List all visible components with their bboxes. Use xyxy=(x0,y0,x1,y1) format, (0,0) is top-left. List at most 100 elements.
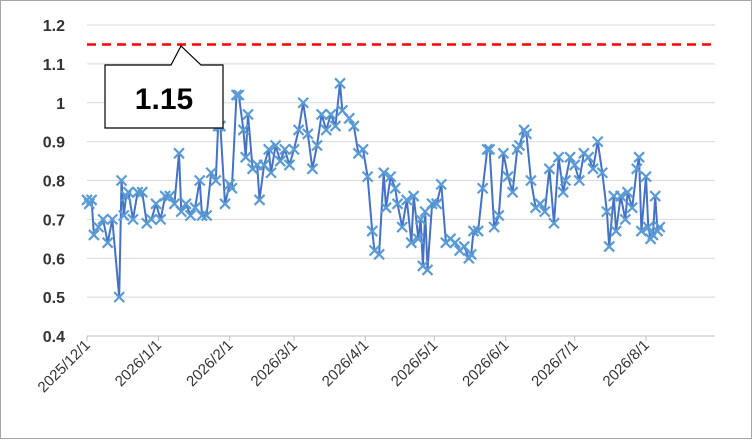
data-point xyxy=(242,108,254,121)
data-point xyxy=(292,124,305,136)
data-point xyxy=(237,124,250,136)
data-point xyxy=(640,170,652,183)
data-point xyxy=(265,166,277,179)
x-axis-tick-labels: 2025/12/1 2026/1/1 2026/2/1 2026/3/1 2026/4/… xyxy=(35,336,653,396)
data-point xyxy=(297,96,310,109)
data-point xyxy=(631,163,643,175)
x-tick-label: 2026/5/1 xyxy=(388,337,441,390)
x-tick-label: 2026/3/1 xyxy=(248,337,301,390)
data-point xyxy=(173,147,185,160)
data-point xyxy=(435,178,448,191)
y-tick-label: 1 xyxy=(56,96,65,113)
data-point xyxy=(384,170,397,183)
data-point xyxy=(596,166,609,179)
data-point xyxy=(200,209,213,222)
y-tick-label: 0.9 xyxy=(43,135,65,152)
data-point xyxy=(122,186,135,198)
data-point xyxy=(127,213,139,226)
y-tick-label: 0.5 xyxy=(43,290,65,307)
data-point xyxy=(481,143,494,156)
data-point xyxy=(564,151,576,163)
data-point xyxy=(472,225,484,237)
data-point xyxy=(196,209,208,222)
data-point xyxy=(587,163,599,175)
data-point xyxy=(483,143,496,156)
data-point xyxy=(568,159,581,171)
data-point xyxy=(253,194,266,206)
data-point xyxy=(377,166,390,179)
data-point xyxy=(534,198,546,210)
y-tick-label: 0.7 xyxy=(43,212,65,229)
data-point xyxy=(88,229,100,241)
data-point xyxy=(557,186,569,198)
data-point xyxy=(373,248,385,261)
reference-callout: 1.15 xyxy=(104,45,224,129)
data-point xyxy=(92,221,105,233)
data-point xyxy=(219,198,231,210)
data-point xyxy=(635,225,648,237)
data-point xyxy=(476,182,489,195)
data-point xyxy=(488,221,500,233)
data-point xyxy=(538,205,551,218)
y-tick-label: 0.4 xyxy=(43,329,65,346)
x-tick-label: 2026/8/1 xyxy=(600,337,653,390)
data-point xyxy=(269,139,282,152)
data-point xyxy=(85,194,98,206)
data-point xyxy=(343,112,356,125)
data-point xyxy=(136,186,148,198)
data-point xyxy=(633,151,645,163)
data-point xyxy=(325,108,337,121)
data-point xyxy=(426,198,438,210)
data-point xyxy=(492,209,505,222)
data-point xyxy=(311,139,323,152)
data-point xyxy=(226,182,238,195)
callout-box xyxy=(104,45,224,129)
data-point xyxy=(467,225,480,237)
data-point xyxy=(582,151,595,163)
data-point xyxy=(548,217,560,230)
data-point xyxy=(502,170,514,183)
data-point xyxy=(421,264,434,276)
data-point xyxy=(649,190,661,202)
data-point xyxy=(506,186,519,198)
data-point xyxy=(315,108,328,121)
data-point xyxy=(614,190,627,202)
data-point xyxy=(131,186,144,198)
data-point xyxy=(159,190,171,202)
data-point xyxy=(306,163,319,175)
data-point xyxy=(391,198,404,210)
data-point xyxy=(407,190,420,202)
data-point xyxy=(412,233,425,245)
y-tick-label: 0.8 xyxy=(43,174,65,191)
data-point xyxy=(329,120,342,132)
data-point xyxy=(348,120,360,132)
data-point xyxy=(101,236,114,249)
data-point xyxy=(97,213,109,226)
data-point xyxy=(193,174,206,187)
data-point xyxy=(334,77,346,90)
data-point xyxy=(642,221,655,233)
data-point xyxy=(525,174,537,187)
series-ratio xyxy=(81,77,666,303)
x-tick-label: 2026/1/1 xyxy=(112,337,165,390)
data-point xyxy=(274,155,287,167)
callout-label: 1.15 xyxy=(135,83,193,116)
data-point xyxy=(113,291,125,303)
data-point xyxy=(361,170,374,183)
data-point xyxy=(288,143,300,156)
data-point xyxy=(601,205,613,218)
data-point xyxy=(520,128,533,140)
data-point xyxy=(233,89,245,101)
data-point xyxy=(118,209,130,222)
y-tick-label: 1.2 xyxy=(43,18,65,35)
data-point xyxy=(175,205,188,218)
x-tick-label: 2026/6/1 xyxy=(459,337,512,390)
data-point xyxy=(543,163,556,175)
data-point xyxy=(180,198,192,210)
data-point xyxy=(164,190,176,202)
data-point xyxy=(302,128,314,140)
data-point xyxy=(573,174,586,187)
x-tick-label: 2026/2/1 xyxy=(183,337,236,390)
data-point xyxy=(621,186,634,198)
